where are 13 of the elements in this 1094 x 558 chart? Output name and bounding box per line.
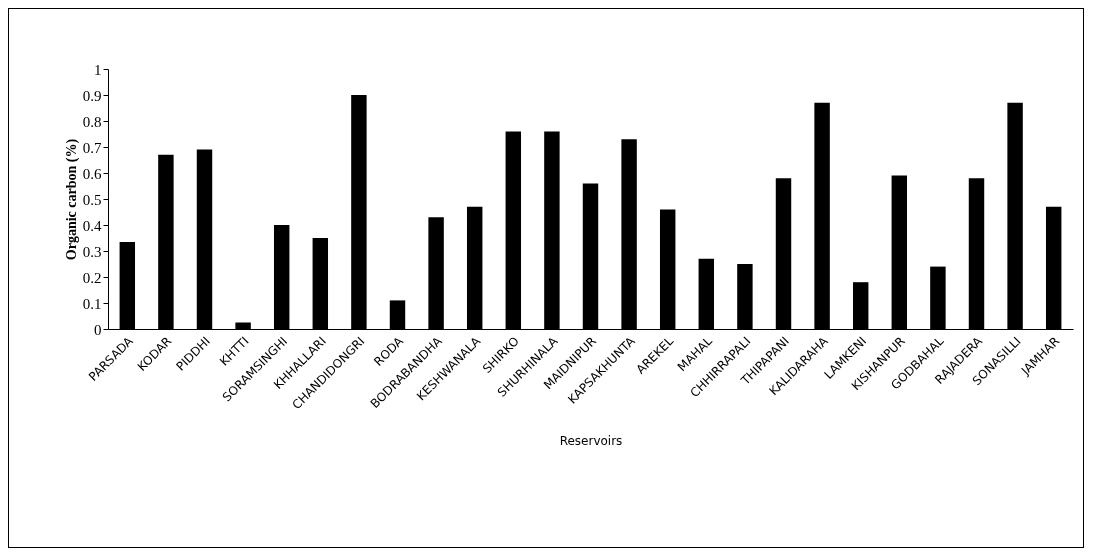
- y-tick-label: 0.7: [82, 139, 102, 156]
- y-tick-label: 0.9: [82, 87, 102, 104]
- y-tick-label: 0.5: [82, 191, 102, 208]
- y-tick-label: 0.1: [82, 295, 102, 312]
- y-tick-label: 1: [94, 61, 102, 78]
- y-tick-label: 0.2: [82, 269, 102, 286]
- x-axis-title: Reservoirs: [559, 434, 623, 449]
- y-tick-label: 0.8: [82, 113, 102, 130]
- y-tick-label: 0.4: [82, 217, 102, 234]
- y-tick-label: 0.3: [82, 243, 102, 260]
- y-tick-label: 0.6: [82, 165, 102, 182]
- y-tick-label: 0: [94, 321, 102, 338]
- y-axis-title: Organic carbon (%): [63, 138, 80, 261]
